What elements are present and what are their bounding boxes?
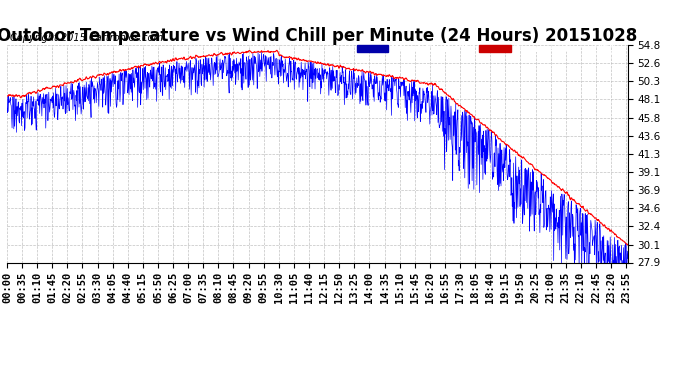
Wind Chill (°F) [141,86,149,90]
Wind Chill (°F) [551,228,559,232]
Temperature (°F) [551,182,559,186]
Wind Chill (°F) [126,72,134,76]
Temperature (°F) [273,48,282,52]
Title: Outdoor Temperature vs Wind Chill per Minute (24 Hours) 20151028: Outdoor Temperature vs Wind Chill per Mi… [0,27,638,45]
Temperature (°F) [415,79,423,83]
Temperature (°F) [495,136,504,141]
Temperature (°F) [3,94,11,98]
Wind Chill (°F) [3,106,11,111]
Line: Wind Chill (°F): Wind Chill (°F) [7,52,628,270]
Wind Chill (°F) [575,267,583,272]
Wind Chill (°F) [495,141,504,146]
Text: Copyright 2015 Cartronics.com: Copyright 2015 Cartronics.com [10,33,163,43]
Temperature (°F) [141,62,149,67]
Wind Chill (°F) [257,50,266,54]
Temperature (°F) [623,243,631,247]
Temperature (°F) [210,52,219,56]
Wind Chill (°F) [415,110,423,114]
Temperature (°F) [624,242,632,246]
Legend: Wind Chill (°F), Temperature (°F): Wind Chill (°F), Temperature (°F) [356,43,615,55]
Line: Temperature (°F): Temperature (°F) [7,50,628,245]
Temperature (°F) [126,68,134,72]
Wind Chill (°F) [210,60,219,64]
Wind Chill (°F) [624,256,632,261]
